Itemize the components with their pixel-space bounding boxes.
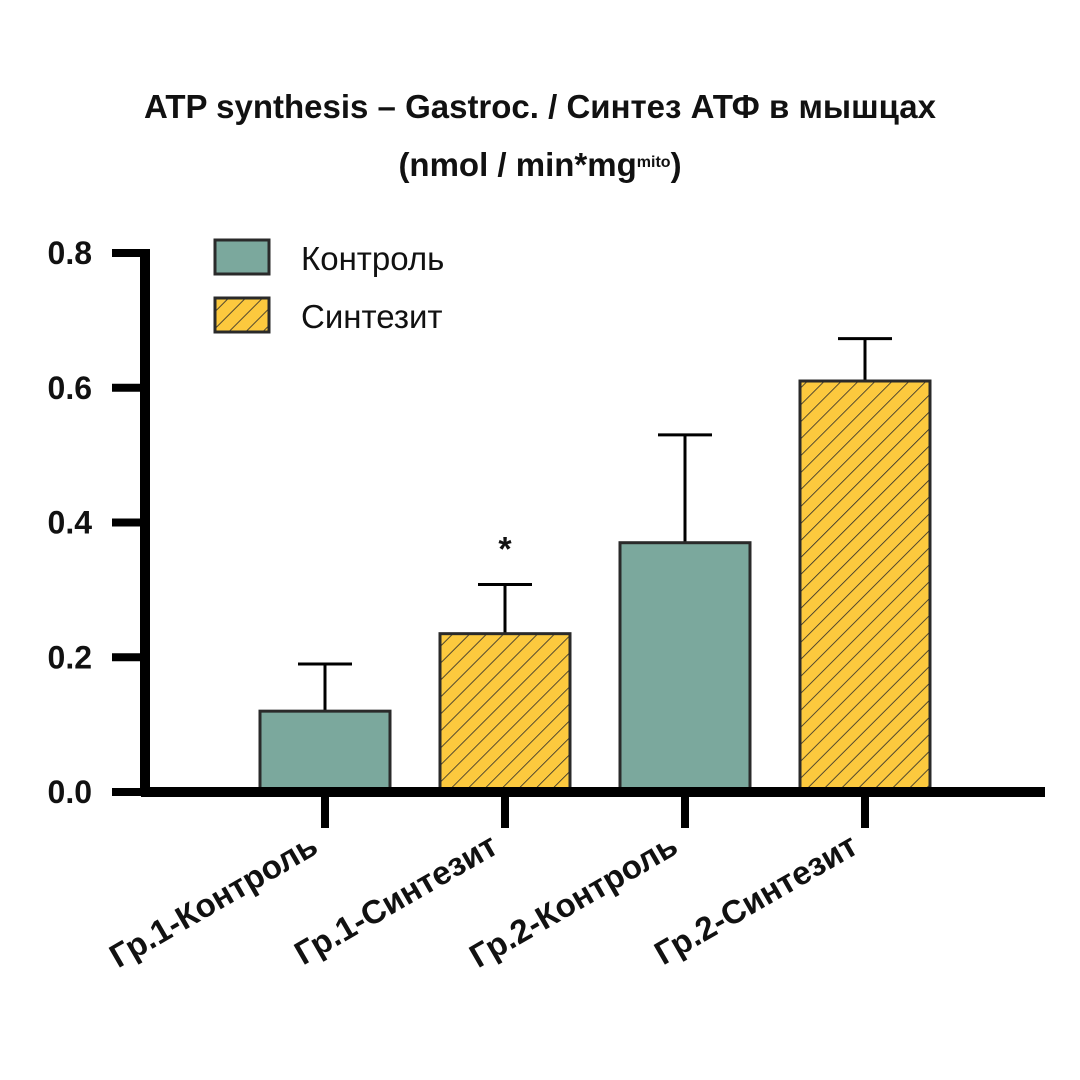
chart-title-line2: (nmol / min*mgmito)	[0, 136, 1080, 194]
y-tick-label: 0.6	[48, 370, 92, 406]
legend: Контроль Синтезит	[213, 238, 444, 335]
bar	[618, 541, 752, 794]
y-tick-label: 0.8	[48, 235, 92, 271]
bars-layer: *	[258, 337, 932, 794]
chart-title: ATP synthesis – Gastroc. / Синтез АТФ в …	[0, 78, 1080, 194]
legend-swatch	[213, 238, 271, 276]
y-tick-label: 0.4	[48, 505, 93, 541]
legend-swatch	[213, 296, 271, 334]
significance-marker: *	[498, 530, 512, 568]
chart-title-line1: ATP synthesis – Gastroc. / Синтез АТФ в …	[144, 88, 936, 125]
y-tick-label: 0.0	[48, 774, 92, 810]
legend-label: Контроль	[301, 240, 444, 277]
bar	[438, 632, 572, 794]
bar	[798, 379, 932, 794]
x-tick-label: Гр.2-Синтезит	[648, 826, 864, 972]
bar	[258, 709, 392, 794]
legend-label: Синтезит	[301, 298, 443, 335]
x-tick-label: Гр.1-Контроль	[103, 826, 324, 975]
chart-title-units: (nmol / min*mg	[398, 146, 637, 183]
chart-title-units-sup: mito	[636, 154, 671, 171]
y-tick-label: 0.2	[48, 639, 92, 675]
chart-title-units-close: )	[670, 146, 682, 183]
